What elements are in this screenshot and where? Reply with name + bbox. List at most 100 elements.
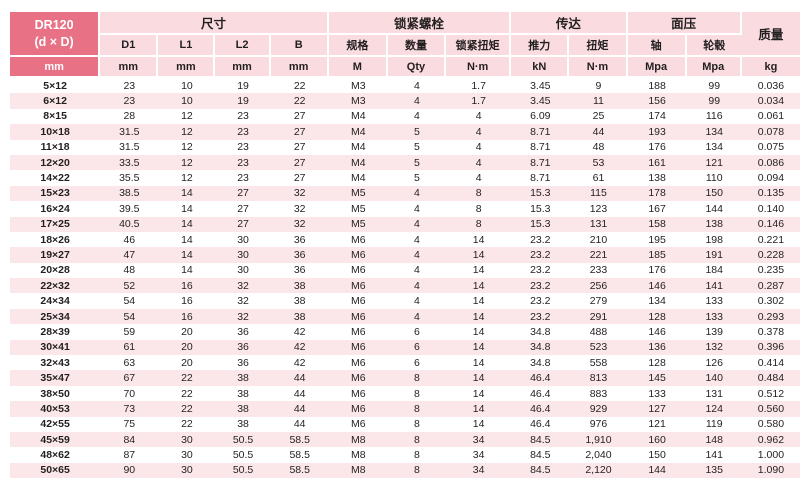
value-cell: 256	[589, 279, 608, 292]
value-cell: 38	[293, 279, 306, 292]
value-cell: 144	[705, 202, 723, 215]
value-cell: M4	[351, 172, 366, 185]
value-cell: 32	[237, 279, 249, 292]
unit-cell: M	[328, 57, 388, 78]
value-cell: 16	[181, 279, 193, 292]
value-cell: 8	[414, 449, 420, 462]
value-cell: 2,120	[585, 464, 612, 477]
unit-cell: N·m	[569, 57, 628, 78]
value-cell: 0.235	[757, 264, 785, 277]
value-cell: 0.135	[757, 187, 785, 200]
table-row: 17×25 40.5 14 27 32 M5 4 8 15.3 131 158 138 0.146	[10, 216, 800, 232]
table-body: 5×12 23 10 19 22 M3 4 1.7 3.45 9 188 99 0.036 6×12 23 1…	[10, 78, 800, 479]
value-cell: 1.000	[757, 449, 785, 462]
value-cell: 23	[237, 125, 249, 138]
value-cell: 141	[705, 279, 723, 292]
value-cell: 32	[293, 202, 306, 215]
value-cell: 30	[237, 264, 249, 277]
size-cell: 12×20	[40, 156, 70, 169]
value-cell: 46.4	[530, 418, 551, 431]
value-cell: 195	[648, 233, 666, 246]
table-row: 35×47 67 22 38 44 M6 8 14 46.4 813 145 140 0.484	[10, 370, 800, 386]
value-cell: 14	[472, 264, 485, 277]
value-cell: 4	[414, 202, 420, 215]
value-cell: 5	[414, 156, 420, 169]
value-cell: 8.71	[530, 156, 551, 169]
value-cell: 27	[293, 125, 306, 138]
value-cell: 34	[472, 464, 485, 477]
value-cell: 0.075	[757, 141, 785, 154]
value-cell: 8.71	[530, 172, 551, 185]
value-cell: 46.4	[530, 372, 551, 385]
value-cell: 23.2	[530, 279, 551, 292]
value-cell: 488	[589, 325, 608, 338]
value-cell: M4	[351, 156, 366, 169]
model-name: DR120	[34, 18, 74, 33]
value-cell: 178	[648, 187, 666, 200]
value-cell: 50.5	[232, 433, 254, 446]
value-cell: 67	[123, 372, 136, 385]
value-cell: 132	[705, 341, 723, 354]
value-cell: M6	[351, 233, 366, 246]
value-cell: 4	[414, 187, 420, 200]
size-cell: 48×62	[40, 449, 70, 462]
value-cell: M8	[351, 449, 366, 462]
value-cell: 8	[414, 402, 420, 415]
value-cell: 10	[181, 95, 193, 108]
value-cell: 0.228	[757, 248, 785, 261]
value-cell: 35.5	[119, 172, 140, 185]
unit-cell: Qty	[387, 57, 447, 78]
value-cell: 50.5	[232, 449, 254, 462]
value-cell: 14	[472, 233, 485, 246]
value-cell: 14	[472, 356, 485, 369]
value-cell: 12	[181, 141, 193, 154]
table-row: 38×50 70 22 38 44 M6 8 14 46.4 883 133 131 0.512	[10, 385, 800, 402]
value-cell: 126	[705, 356, 723, 369]
table-row: 40×53 73 22 38 44 M6 8 14 46.4 929 127 124 0.560	[10, 401, 800, 417]
value-cell: 27	[293, 141, 306, 154]
value-cell: 167	[648, 202, 666, 215]
value-cell: 14	[181, 264, 193, 277]
value-cell: M6	[351, 248, 366, 261]
value-cell: 61	[592, 172, 605, 185]
model-cell: DR120 (d × D)	[10, 12, 101, 57]
value-cell: 47	[123, 248, 136, 261]
value-cell: 87	[123, 449, 136, 462]
value-cell: 131	[589, 218, 608, 231]
value-cell: 4	[475, 172, 482, 185]
size-cell: 19×27	[40, 248, 70, 261]
table-row: 30×41 61 20 36 42 M6 6 14 34.8 523 136 132 0.396	[10, 339, 800, 356]
value-cell: 128	[648, 310, 666, 323]
value-cell: 0.414	[757, 356, 785, 369]
value-cell: 30	[181, 449, 193, 462]
value-cell: 176	[648, 264, 666, 277]
value-cell: 23.2	[530, 264, 551, 277]
value-cell: 36	[237, 356, 249, 369]
value-cell: 133	[648, 387, 666, 400]
table-row: 25×34 54 16 32 38 M6 4 14 23.2 291 128 133 0.293	[10, 308, 800, 325]
value-cell: M6	[351, 310, 366, 323]
unit-cell: kN	[511, 57, 570, 78]
value-cell: 30	[237, 233, 249, 246]
unit-cell: Mpa	[686, 57, 742, 78]
value-cell: M8	[351, 464, 366, 477]
value-cell: 188	[648, 79, 666, 92]
size-cell: 32×43	[40, 356, 70, 369]
table-row: 42×55 75 22 38 44 M6 8 14 46.4 976 121 119 0.580	[10, 416, 800, 432]
value-cell: 34.8	[530, 325, 551, 338]
value-cell: 0.036	[757, 79, 785, 92]
value-cell: M6	[351, 279, 366, 292]
value-cell: M5	[351, 218, 366, 231]
value-cell: 14	[472, 248, 485, 261]
size-cell: 40×53	[40, 402, 70, 415]
value-cell: 174	[648, 110, 666, 123]
value-cell: 6.09	[530, 110, 551, 123]
value-cell: 22	[181, 402, 193, 415]
value-cell: 53	[592, 156, 605, 169]
size-cell: 30×41	[40, 341, 70, 354]
value-cell: 1,910	[585, 433, 612, 446]
value-cell: 12	[181, 110, 193, 123]
value-cell: 30	[181, 464, 193, 477]
column-header: 轴	[627, 35, 687, 57]
value-cell: 99	[708, 79, 721, 92]
